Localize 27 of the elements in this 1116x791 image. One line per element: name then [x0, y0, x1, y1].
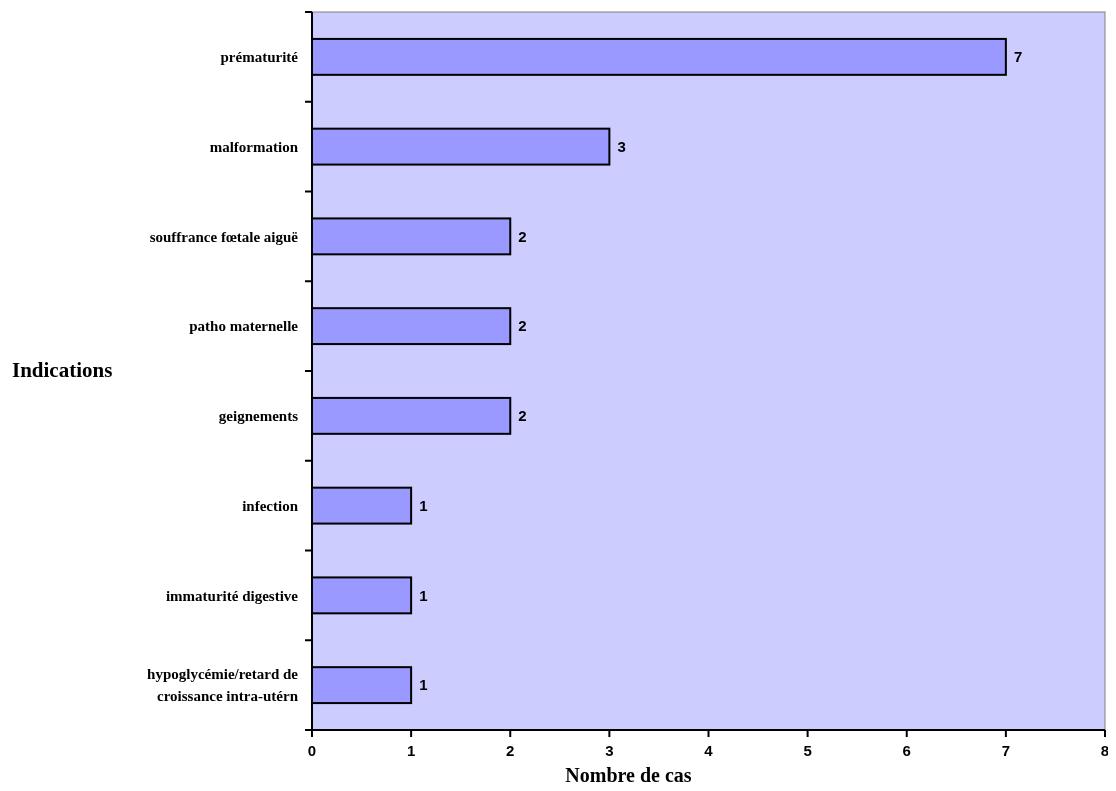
data-label: 2 — [518, 407, 527, 425]
y-tick-label: prématurité — [220, 49, 299, 66]
x-tick-label: 2 — [506, 742, 515, 759]
x-tick-label: 1 — [406, 742, 416, 759]
y-tick-label: souffrance fœtale aiguë — [149, 228, 299, 245]
x-tick-label: 5 — [803, 742, 812, 759]
data-label: 7 — [1013, 48, 1023, 66]
y-tick-label: patho maternelle — [189, 318, 299, 335]
data-label: 1 — [419, 676, 428, 694]
data-label: 1 — [419, 496, 428, 514]
data-label: 2 — [518, 227, 527, 245]
y-tick-label: immaturité digestive — [165, 587, 299, 604]
data-label: 2 — [518, 317, 527, 335]
x-tick-label: 3 — [605, 742, 614, 759]
y-tick-label: geignements — [218, 408, 299, 425]
data-label: 3 — [617, 137, 626, 155]
y-axis-title: Indications — [12, 358, 113, 382]
x-tick-label: 7 — [1001, 742, 1011, 759]
x-tick-label: 8 — [1100, 742, 1110, 759]
y-tick-label: malformation — [209, 138, 299, 155]
x-tick-label: 0 — [307, 742, 317, 759]
x-tick-label: 6 — [902, 742, 911, 759]
x-tick-label: 4 — [704, 742, 714, 759]
y-tick-label: hypoglycémie/retard de croissance intra-utérn — [147, 666, 299, 705]
data-label: 1 — [419, 586, 428, 604]
x-axis-title: Nombre de cas — [565, 764, 692, 786]
y-tick-label: infection — [242, 497, 299, 514]
